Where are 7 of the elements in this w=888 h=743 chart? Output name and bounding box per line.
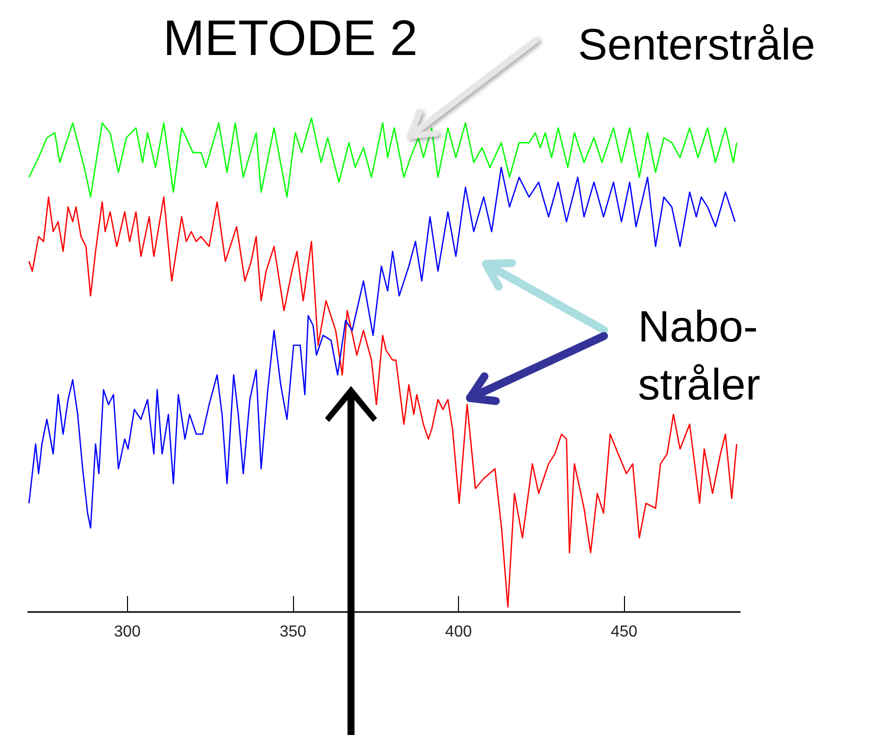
chart-title: METODE 2 xyxy=(163,10,418,66)
x-tick-label: 300 xyxy=(114,624,141,640)
x-tick-label: 450 xyxy=(610,624,638,640)
x-tick-label: 350 xyxy=(280,624,306,640)
text: Senterstråle xyxy=(578,20,816,70)
x-tick-label: 400 xyxy=(445,624,472,640)
annotation: Nabo- stråler xyxy=(638,302,760,410)
